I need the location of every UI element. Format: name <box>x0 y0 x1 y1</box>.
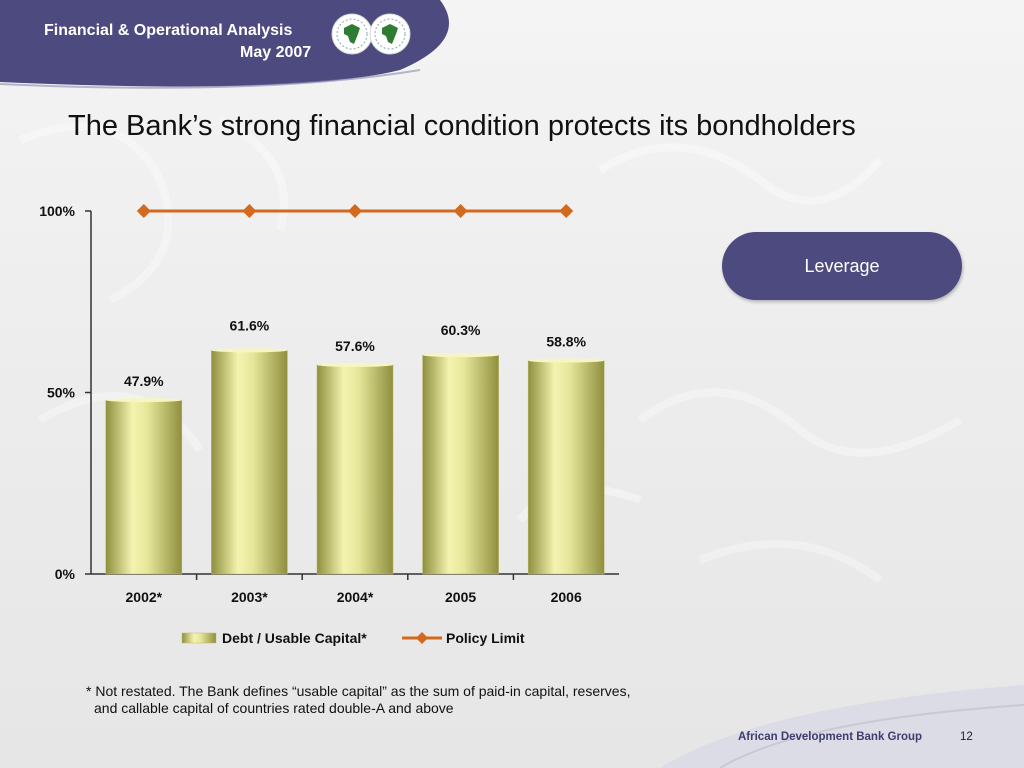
data-label: 47.9% <box>124 373 164 389</box>
bar <box>422 354 499 575</box>
footnote: * Not restated. The Bank defines “usable… <box>86 683 630 717</box>
data-label: 58.8% <box>546 334 586 350</box>
bar <box>316 364 394 575</box>
afdb-logo-icon <box>369 13 411 55</box>
bar <box>211 350 288 575</box>
x-tick-label: 2006 <box>551 589 582 605</box>
legend-swatch-bar <box>181 632 217 644</box>
leverage-badge: Leverage <box>722 232 962 300</box>
data-label: 60.3% <box>441 322 481 338</box>
header-title: Financial & Operational Analysis <box>44 22 293 39</box>
data-label: 61.6% <box>230 317 270 333</box>
policy-limit-point <box>453 204 468 218</box>
slide-title: The Bank’s strong financial condition pr… <box>68 110 856 142</box>
policy-limit-point <box>136 204 151 218</box>
x-tick-label: 2003* <box>231 589 268 605</box>
bar <box>527 360 605 575</box>
policy-limit-point <box>348 204 362 218</box>
y-tick-label: 50% <box>47 385 76 401</box>
footnote-line-1: * Not restated. The Bank defines “usable… <box>86 683 631 699</box>
y-tick-label: 0% <box>55 566 76 582</box>
x-tick-label: 2004* <box>337 589 374 605</box>
x-tick-label: 2005 <box>445 589 476 605</box>
leverage-badge-label: Leverage <box>804 255 880 276</box>
policy-limit-point <box>559 204 574 218</box>
policy-limit-point <box>242 204 257 218</box>
y-tick-label: 100% <box>39 203 75 219</box>
footnote-line-2: and callable capital of countries rated … <box>94 700 454 716</box>
bar-top <box>422 353 499 358</box>
x-tick-label: 2002* <box>126 589 163 605</box>
bar-top <box>528 358 605 363</box>
legend-label-debt: Debt / Usable Capital* <box>222 630 367 646</box>
legend-label-policy: Policy Limit <box>446 630 525 646</box>
bar-top <box>211 348 288 353</box>
footer-org: African Development Bank Group <box>738 731 923 743</box>
bar <box>105 399 183 575</box>
data-label: 57.6% <box>335 338 375 354</box>
legend-swatch-diamond <box>416 632 428 644</box>
bar-top <box>105 398 182 403</box>
page-number: 12 <box>960 731 973 743</box>
header-date: May 2007 <box>240 44 312 61</box>
bar-top <box>316 362 394 367</box>
